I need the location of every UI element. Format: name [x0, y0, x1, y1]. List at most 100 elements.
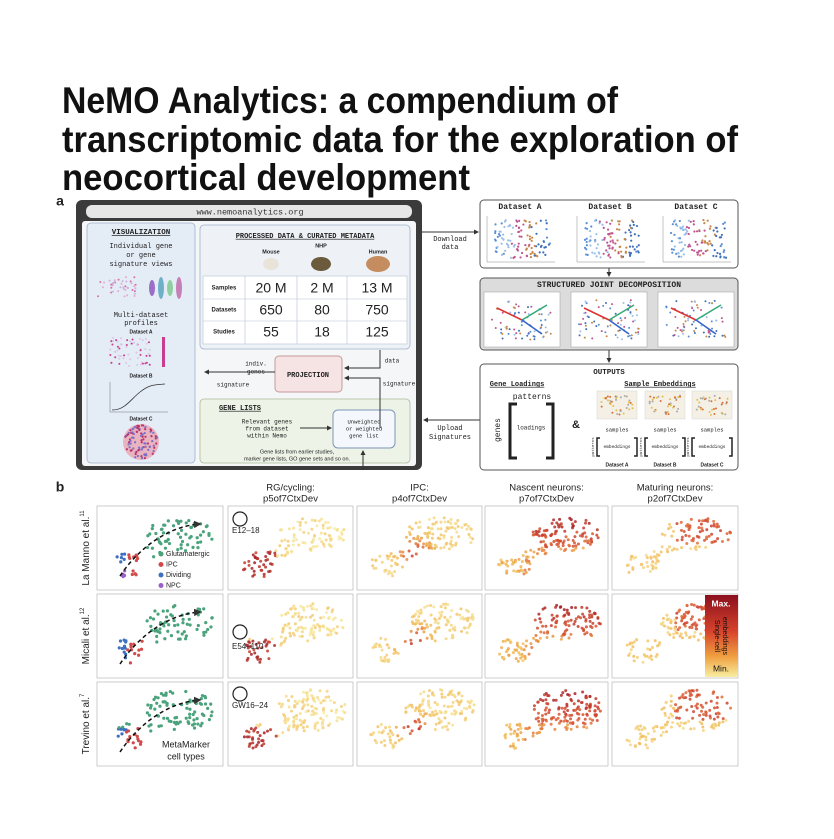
cell-dot	[462, 626, 466, 630]
cell-dot	[596, 705, 600, 709]
cell-dot	[544, 712, 548, 716]
cell-dot	[508, 722, 512, 726]
umap-dot	[502, 238, 505, 241]
umap-dot	[675, 300, 678, 303]
cell-dot	[517, 569, 521, 573]
legend-swatch	[158, 583, 164, 588]
cell-dot	[254, 726, 258, 730]
umap-dot	[719, 244, 722, 248]
cell-dot	[708, 708, 712, 712]
cell-dot	[260, 568, 264, 572]
cell-dot	[684, 633, 688, 637]
cell-dot	[583, 717, 587, 721]
cell-dot	[583, 632, 587, 636]
animal-icon	[366, 256, 390, 272]
cell-dot	[625, 738, 629, 742]
umap-dot	[498, 234, 501, 237]
embed-dot	[672, 406, 675, 409]
cell-dot	[404, 710, 408, 714]
cell-dot	[697, 693, 701, 697]
cell-dot	[444, 637, 448, 641]
cell-dot	[675, 522, 679, 526]
mini-dot	[152, 444, 155, 447]
cell-dot	[313, 626, 317, 630]
embed-dot	[668, 403, 671, 406]
cell-dot	[471, 710, 475, 714]
mini-dot	[133, 294, 136, 297]
cell-dot	[469, 527, 473, 531]
umap-dot	[635, 245, 638, 248]
cell-dot	[125, 730, 129, 734]
umap-dot	[616, 336, 619, 339]
cell-dot	[283, 720, 287, 724]
cell-dot	[153, 695, 158, 699]
cell-dot	[578, 708, 582, 712]
cell-dot	[666, 631, 670, 635]
cell-dot	[431, 522, 435, 526]
cell-dot	[204, 620, 208, 625]
cell-dot	[429, 613, 433, 617]
embedding-cell	[611, 681, 739, 767]
cell-dot	[427, 689, 431, 693]
cell-dot	[262, 563, 266, 567]
umap-dot	[604, 301, 607, 304]
cell-dot	[676, 722, 680, 726]
cell-dot	[564, 547, 568, 551]
cell-dot	[465, 608, 469, 612]
cell-dot	[698, 720, 702, 724]
umap-dot	[502, 233, 505, 236]
umap-dot	[513, 255, 516, 259]
cell-dot	[311, 709, 315, 713]
cell-dot	[387, 646, 391, 650]
cell-dot	[669, 699, 673, 703]
umap-dot	[545, 236, 549, 239]
umap-dot	[544, 326, 547, 329]
cell-dot	[279, 643, 283, 647]
umap-dot	[529, 256, 533, 259]
cell-dot	[522, 648, 526, 652]
umap-dot	[709, 242, 712, 245]
cell-dot	[510, 558, 514, 562]
cell-dot	[585, 631, 589, 635]
cell-dot	[318, 689, 322, 693]
cell-dot	[149, 723, 153, 727]
umap-dot	[609, 324, 612, 327]
cell-dot	[702, 607, 706, 611]
cell-dot	[432, 605, 436, 609]
cell-dot	[319, 531, 323, 535]
cell-dot	[248, 637, 252, 641]
cell-dot	[589, 537, 593, 541]
cell-dot	[419, 692, 423, 696]
umap-dot	[503, 225, 506, 229]
cell-dot	[644, 735, 648, 739]
cell-dot	[515, 641, 519, 645]
cell-dot	[285, 624, 289, 628]
umap-dot	[719, 256, 722, 259]
cell-dot	[685, 603, 689, 607]
cell-dot	[200, 693, 205, 698]
cell-dot	[460, 709, 464, 713]
umap-dot	[508, 328, 511, 331]
cell-dot	[418, 539, 422, 543]
cell-dot	[453, 527, 457, 531]
umap-dot	[515, 332, 518, 335]
cell-dot	[127, 722, 131, 726]
cell-dot	[571, 544, 575, 548]
cell-dot	[386, 557, 390, 561]
umap-dot	[637, 332, 640, 335]
cell-dot	[678, 724, 682, 728]
cell-dot	[169, 719, 173, 724]
umap-dot	[513, 243, 516, 246]
cell-dot	[286, 718, 290, 722]
cell-dot	[308, 633, 312, 637]
umap-dot	[701, 239, 704, 242]
cell-dot	[392, 652, 396, 656]
cell-dot	[194, 701, 198, 706]
umap-dot	[496, 245, 499, 248]
umap-dot	[693, 332, 696, 335]
mini-dot	[123, 354, 126, 357]
embed-dot	[720, 403, 723, 406]
cell-dot	[542, 723, 546, 727]
cell-dot	[544, 551, 548, 555]
cell-dot	[668, 545, 672, 549]
